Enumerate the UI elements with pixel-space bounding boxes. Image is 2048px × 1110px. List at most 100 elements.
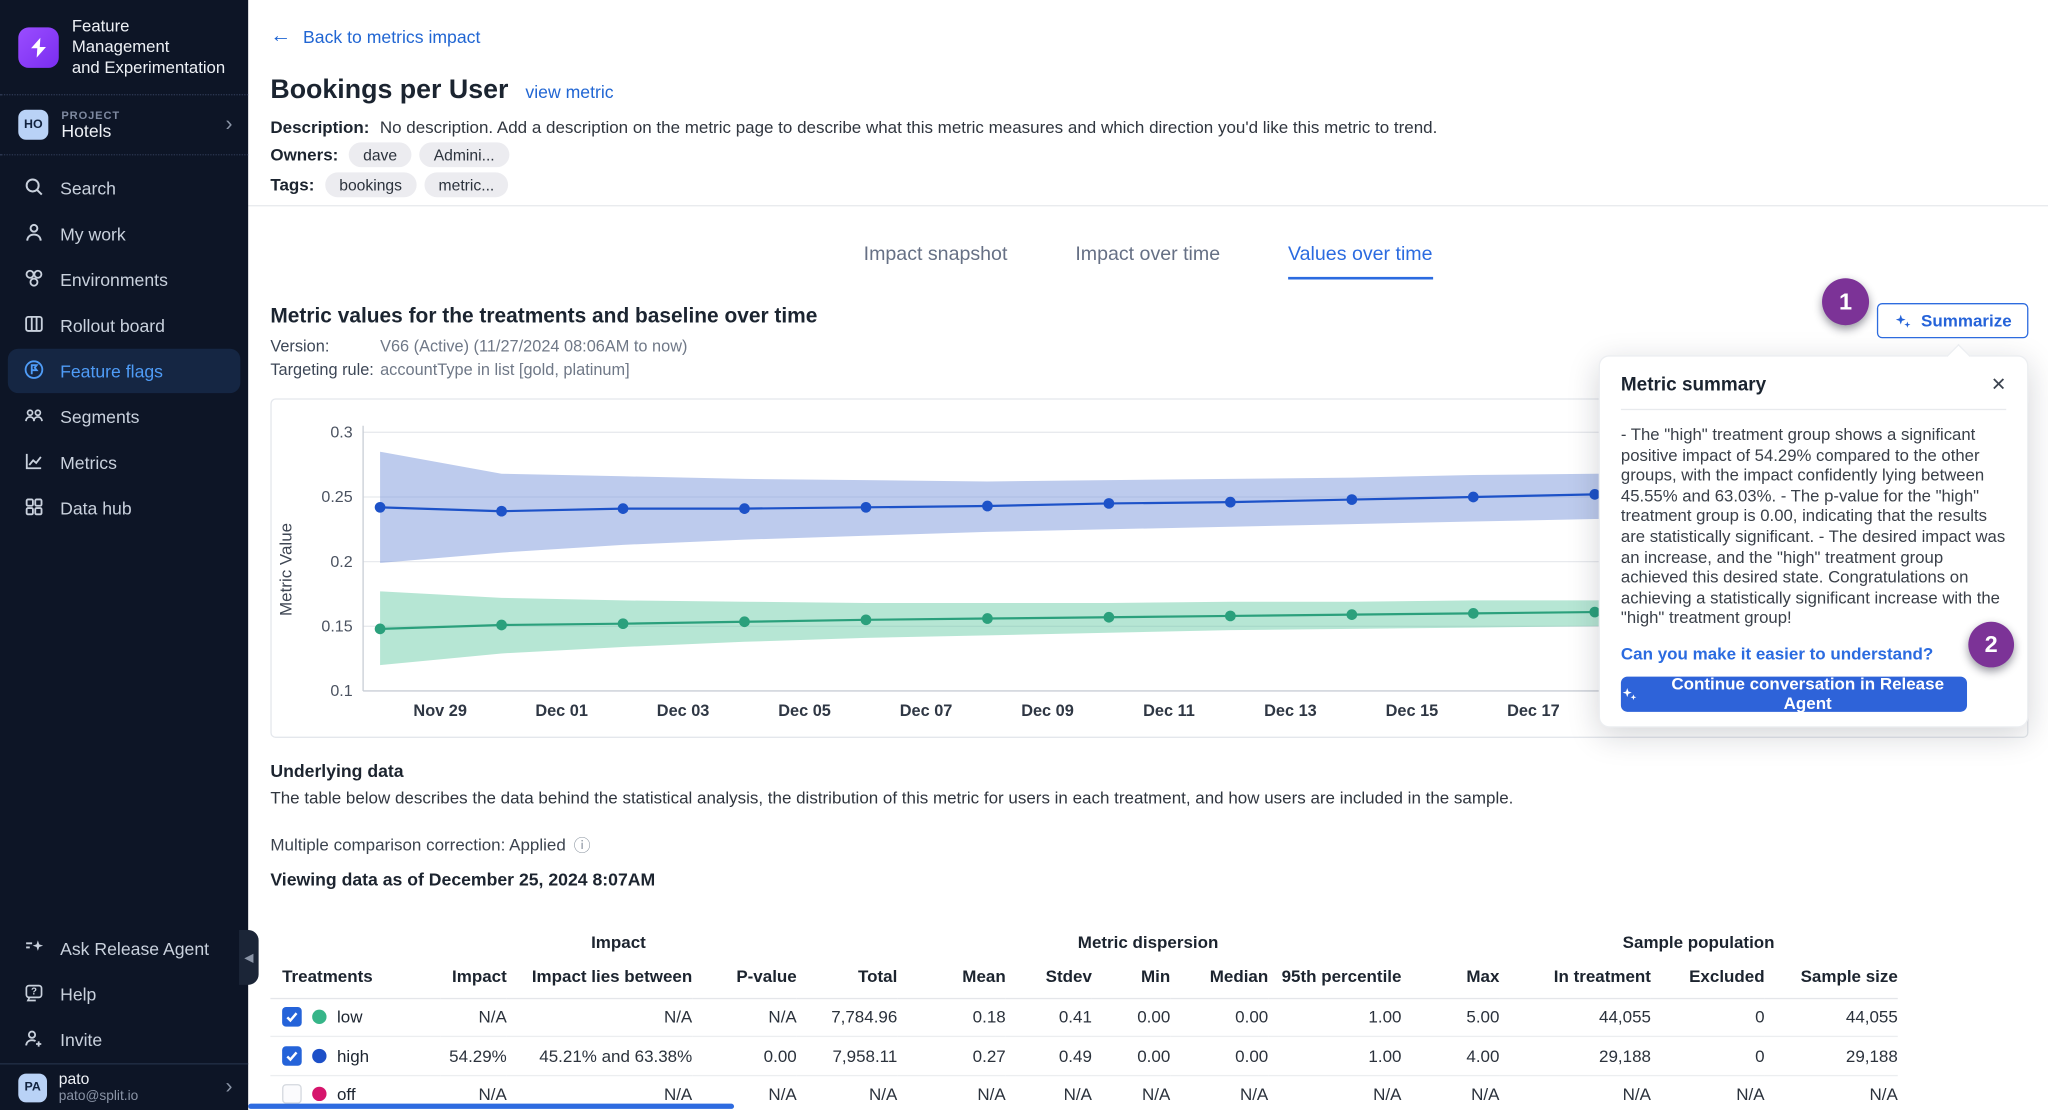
table-cell: 45.21% and 63.38%	[506, 1036, 693, 1076]
table-cell: 0.00	[1170, 997, 1269, 1038]
column-header: Max	[1401, 956, 1500, 999]
chevron-right-icon: ›	[225, 1075, 233, 1098]
divider	[1620, 408, 2007, 411]
table-header-row: Treatments Impact Impact lies between P-val…	[270, 956, 1898, 999]
search-icon	[24, 176, 45, 201]
description-text: No description. Add a description on the…	[379, 117, 1438, 138]
version-value: V66 (Active) (11/27/2024 08:06AM to now)	[380, 336, 688, 356]
popup-title: Metric summary	[1620, 374, 1767, 396]
sidebar-item-my-work[interactable]: My work	[8, 212, 240, 256]
column-header: Median	[1170, 956, 1269, 999]
table-cell: 0.49	[1005, 1036, 1092, 1076]
sparkles-icon	[1621, 686, 1638, 703]
project-badge: HO	[18, 109, 49, 140]
sidebar-item-data-hub[interactable]: Data hub	[8, 486, 240, 530]
svg-text:Dec 13: Dec 13	[1264, 702, 1317, 720]
continue-conversation-button[interactable]: Continue conversation in Release Agent	[1620, 675, 1968, 714]
board-icon	[24, 313, 45, 338]
info-icon[interactable]: ⓘ	[573, 835, 591, 856]
treatment-checkbox[interactable]	[282, 1084, 302, 1104]
table-cell: N/A	[1401, 1074, 1500, 1110]
environments-icon	[24, 267, 45, 292]
column-header: P-value	[692, 956, 797, 999]
confidence-band-high	[380, 451, 1717, 563]
flag-icon	[24, 359, 45, 384]
sidebar: Feature Management and Experimentation H…	[0, 0, 249, 1110]
column-header: Mean	[897, 956, 1006, 999]
project-name: Hotels	[61, 121, 112, 142]
svg-text:Dec 17: Dec 17	[1507, 702, 1560, 720]
back-link[interactable]: ← Back to metrics impact	[270, 24, 481, 48]
sidebar-item-environments[interactable]: Environments	[8, 257, 240, 301]
step-2-badge: 2	[1968, 621, 2015, 668]
horizontal-scrollbar-thumb[interactable]	[248, 1103, 735, 1109]
treatment-color-dot	[312, 1087, 327, 1102]
sidebar-item-rollout-board[interactable]: Rollout board	[8, 303, 240, 347]
tab-bar: Impact snapshot Impact over time Values …	[864, 243, 1433, 280]
tag-chip[interactable]: bookings	[324, 172, 417, 198]
sidebar-item-metrics[interactable]: Metrics	[8, 440, 240, 484]
confidence-band-low	[380, 591, 1717, 666]
table-cell: 1.00	[1268, 1036, 1402, 1076]
sidebar-item-ask-release-agent[interactable]: Ask Release Agent	[8, 926, 240, 970]
table-cell: 7,784.96	[796, 997, 898, 1038]
owner-chip[interactable]: Admini...	[419, 142, 510, 168]
svg-text:0.3: 0.3	[330, 424, 352, 442]
popup-arrow	[1946, 343, 1971, 368]
column-header: Impact lies between	[506, 956, 693, 999]
chevron-right-icon: ›	[225, 112, 233, 136]
table-cell: 0	[1650, 1036, 1765, 1076]
sidebar-item-segments[interactable]: Segments	[8, 394, 240, 438]
table-cell: 0.00	[1091, 1036, 1171, 1076]
section-title: Metric values for the treatments and bas…	[270, 305, 818, 328]
sidebar-item-search[interactable]: Search	[8, 166, 240, 210]
tab-impact-snapshot[interactable]: Impact snapshot	[863, 242, 1008, 266]
table-cell: N/A	[1650, 1074, 1765, 1110]
sidebar-item-help[interactable]: ? Help	[8, 972, 240, 1016]
tab-values-over-time[interactable]: Values over time	[1288, 243, 1433, 280]
tag-chip[interactable]: metric...	[424, 172, 509, 198]
table-cell: N/A	[506, 997, 693, 1038]
sidebar-item-invite[interactable]: Invite	[8, 1017, 240, 1061]
project-label: PROJECT	[61, 108, 121, 122]
table-cell: N/A	[440, 997, 507, 1038]
table-group-header-row: Impact Metric dispersion Sample population	[270, 927, 1897, 956]
table-cell: 4.00	[1401, 1036, 1500, 1076]
summarize-button[interactable]: Summarize	[1876, 303, 2029, 339]
table-cell: N/A	[1764, 1074, 1898, 1110]
column-header: Total	[796, 956, 898, 999]
owners-row: Owners: dave Admini...	[270, 142, 510, 168]
svg-text:Dec 05: Dec 05	[778, 702, 831, 720]
easier-to-understand-link[interactable]: Can you make it easier to understand?	[1620, 643, 1934, 664]
page-title: Bookings per User	[270, 74, 509, 105]
column-header: Min	[1091, 956, 1171, 999]
owner-chip[interactable]: dave	[348, 142, 412, 168]
svg-text:0.2: 0.2	[330, 553, 352, 571]
app-header: Feature Management and Experimentation	[0, 0, 248, 94]
underlying-data-table: Impact Metric dispersion Sample population…	[270, 927, 1898, 1110]
svg-text:Dec 11: Dec 11	[1143, 702, 1195, 720]
table-cell: N/A	[692, 997, 797, 1038]
view-metric-link[interactable]: view metric	[525, 82, 614, 102]
person-plus-icon	[24, 1027, 45, 1052]
treatment-color-dot	[312, 1048, 327, 1063]
sidebar-footer: Ask Release Agent ? Help Invite	[0, 926, 248, 1063]
people-icon	[24, 404, 45, 429]
treatment-checkbox[interactable]	[282, 1007, 302, 1027]
sidebar-nav: Search My work Environments Rollout boar…	[0, 155, 248, 542]
underlying-data-title: Underlying data	[270, 761, 404, 782]
svg-text:0.15: 0.15	[321, 618, 352, 636]
svg-text:Dec 09: Dec 09	[1021, 702, 1074, 720]
treatment-checkbox[interactable]	[282, 1045, 302, 1066]
sidebar-item-feature-flags[interactable]: Feature flags	[7, 348, 241, 394]
split-logo-icon	[18, 26, 59, 68]
table-cell: N/A	[897, 1074, 1006, 1110]
sidebar-collapse-handle[interactable]: ◀	[239, 929, 259, 985]
tab-impact-over-time[interactable]: Impact over time	[1075, 242, 1221, 266]
table-row-high: high 54.29% 45.21% and 63.38% 0.00 7,958.11 0…	[270, 1036, 1898, 1076]
close-icon[interactable]: ✕	[1990, 373, 2007, 395]
user-menu[interactable]: PA pato pato@split.io ›	[0, 1063, 249, 1110]
project-switcher[interactable]: HO PROJECT Hotels ›	[0, 95, 248, 154]
user-email: pato@split.io	[58, 1088, 139, 1104]
